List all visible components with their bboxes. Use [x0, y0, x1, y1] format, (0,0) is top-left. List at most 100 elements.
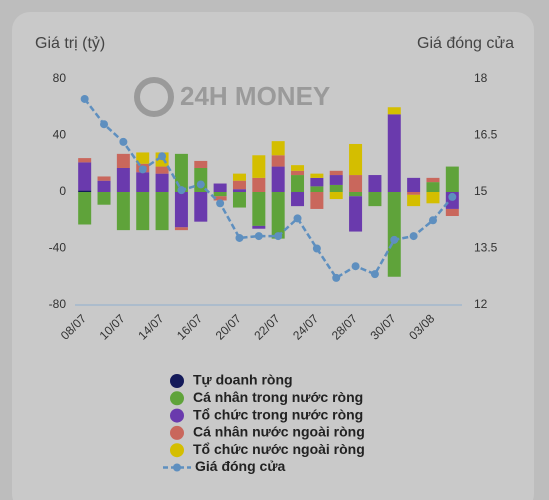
bar-segment — [426, 177, 440, 183]
bar-segment — [116, 192, 130, 231]
price-point — [177, 186, 186, 195]
bar-segment — [97, 176, 111, 181]
bar-segment — [252, 192, 266, 226]
bar-segment — [271, 192, 285, 239]
legend-marker — [173, 463, 181, 472]
bar-segment — [174, 192, 188, 228]
legend-marker — [170, 408, 184, 423]
bar-segment — [310, 177, 324, 187]
watermark-logo — [134, 77, 174, 117]
y-tick-label: 80 — [53, 71, 67, 85]
bar-segment — [136, 172, 150, 192]
bar-segment — [155, 192, 169, 231]
bar-segment — [407, 177, 421, 192]
legend-marker — [170, 443, 184, 458]
y-tick-label: -80 — [49, 297, 67, 311]
bar-segment — [387, 114, 401, 192]
bar-segment — [349, 175, 363, 192]
bar-segment — [349, 143, 363, 176]
watermark: 24H MONEY — [180, 81, 330, 111]
bar-segment — [232, 180, 246, 190]
bar-segment — [407, 194, 421, 207]
bar-segment — [78, 162, 92, 191]
y2-tick-label: 15 — [474, 184, 488, 198]
price-point — [370, 270, 379, 279]
bar-segment — [97, 192, 111, 205]
bar-segment — [252, 155, 266, 178]
bar-segment — [426, 182, 440, 192]
bar-segment — [232, 192, 246, 208]
legend-label: Tự doanh ròng — [193, 372, 293, 388]
bar-segment — [213, 196, 227, 201]
y2-axis-label: Giá đóng cửa — [417, 35, 514, 52]
bar-segment — [329, 184, 343, 192]
legend-label: Tổ chức nước ngoài ròng — [193, 441, 365, 457]
bar-segment — [387, 107, 401, 115]
bar-segment — [291, 175, 305, 192]
bar-segment — [291, 170, 305, 176]
bar-segment — [329, 170, 343, 176]
bar-segment — [407, 192, 421, 195]
y-axis-label: Giá trị (tỷ) — [35, 35, 105, 52]
bar-segment — [232, 189, 246, 192]
price-point — [409, 232, 418, 241]
legend-marker — [170, 374, 184, 388]
bar-segment — [329, 192, 343, 200]
bar-segment — [271, 166, 285, 192]
bar-segment — [78, 158, 92, 163]
bar-segment — [368, 175, 382, 192]
y-tick-label: 0 — [59, 184, 66, 198]
bar-segment — [310, 173, 324, 178]
bar-segment — [78, 190, 92, 192]
bar-segment — [291, 165, 305, 171]
price-point — [254, 232, 263, 241]
bar-segment — [155, 173, 169, 192]
price-point — [216, 199, 225, 208]
y2-tick-label: 12 — [474, 297, 488, 311]
y-tick-label: 40 — [53, 128, 67, 142]
price-point — [80, 94, 89, 103]
legend-label: Cá nhân nước ngoài ròng — [193, 424, 365, 440]
y2-tick-label: 18 — [474, 71, 488, 85]
price-point — [119, 137, 128, 146]
price-point — [390, 235, 399, 244]
y2-tick-label: 16.5 — [474, 128, 498, 142]
bar-segment — [97, 180, 111, 192]
bar-segment — [426, 192, 440, 204]
bar-segment — [271, 141, 285, 156]
price-point — [138, 165, 147, 174]
legend-marker — [170, 425, 184, 440]
bar-segment — [387, 192, 401, 277]
bar-segment — [271, 155, 285, 167]
bar-segment — [213, 183, 227, 192]
bar-segment — [213, 192, 227, 197]
bar-segment — [310, 192, 324, 209]
price-point — [196, 180, 205, 189]
bar-segment — [252, 225, 266, 229]
bar-segment — [252, 177, 266, 192]
card — [12, 12, 534, 500]
price-point — [312, 244, 321, 253]
legend-label: Cá nhân trong nước ròng — [193, 389, 363, 405]
bar-segment — [329, 175, 343, 185]
bar-segment — [116, 153, 130, 168]
bar-segment — [116, 167, 130, 192]
bar-segment — [194, 192, 208, 222]
price-point — [293, 214, 302, 223]
bar-segment — [310, 186, 324, 192]
y-tick-label: -40 — [49, 241, 67, 255]
bar-segment — [232, 173, 246, 181]
bar-segment — [445, 166, 459, 192]
bar-segment — [78, 192, 92, 225]
bar-segment — [349, 196, 363, 232]
price-point — [158, 152, 167, 161]
bar-segment — [136, 152, 150, 164]
legend-label: Tổ chức trong nước ròng — [193, 406, 363, 422]
price-point — [332, 273, 341, 282]
bar-segment — [291, 192, 305, 207]
bar-segment — [194, 160, 208, 168]
legend-marker — [170, 391, 184, 406]
bar-segment — [368, 192, 382, 207]
bar-segment — [174, 227, 188, 231]
